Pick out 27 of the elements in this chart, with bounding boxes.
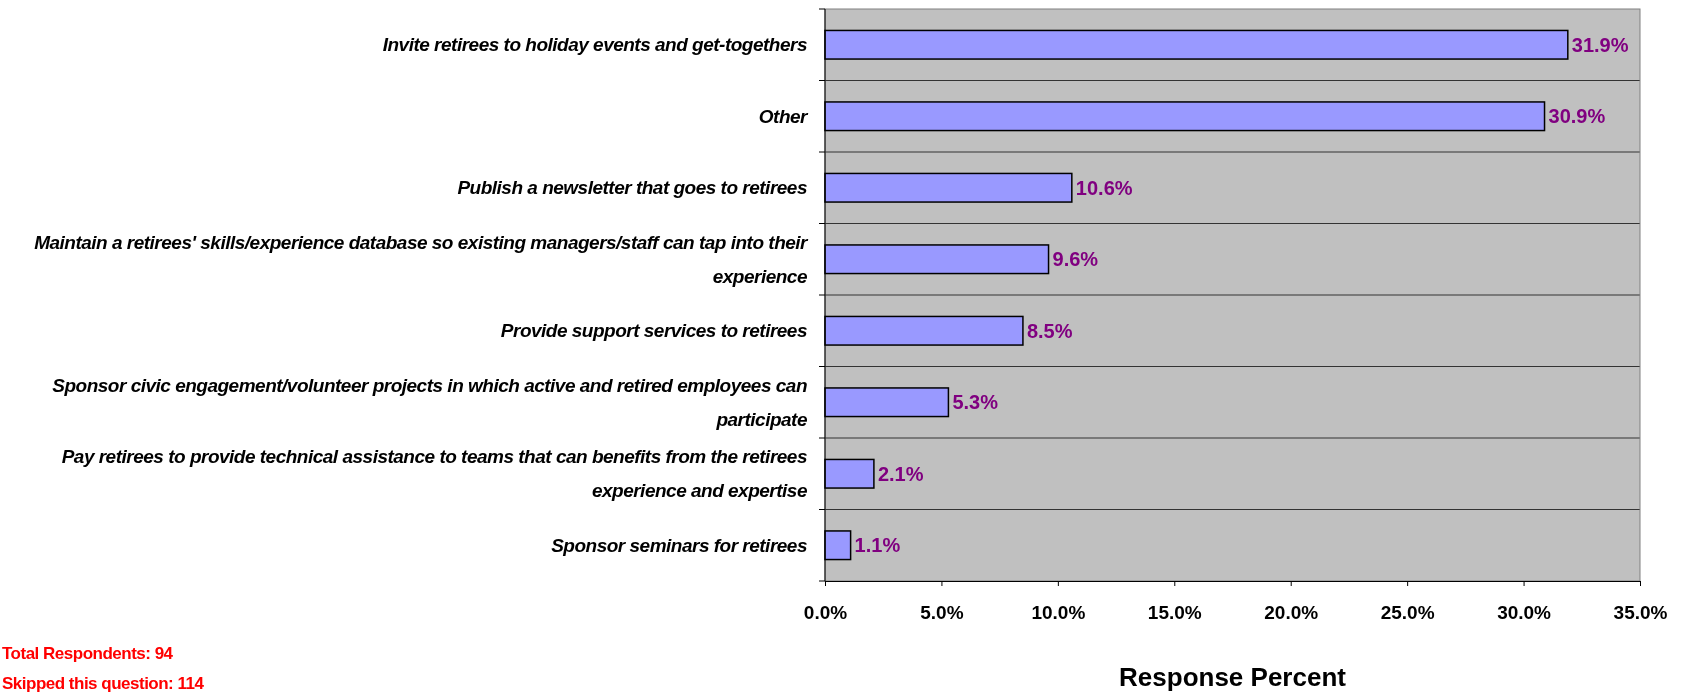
x-axis-title: Response Percent [1119, 662, 1347, 692]
y-tick-label: Publish a newsletter that goes to retirees [457, 177, 807, 199]
y-tick-label: Maintain a retirees' skills/experience database so existing managers/staff can tap into their experience [34, 231, 810, 287]
y-tick-label: Invite retirees to holiday events and get-togethers [382, 34, 807, 56]
y-tick-label: Sponsor seminars for retirees [551, 534, 807, 556]
y-tick-label: Pay retirees to provide technical assistance to teams that can benefits from the retirees experience and expertise [61, 446, 808, 502]
text: Total Respondents: 94 [2, 644, 174, 663]
x-tick-label: 15.0% [1147, 602, 1202, 624]
x-tick-label: 30.0% [1497, 602, 1552, 624]
data-label: 9.6% [1052, 248, 1099, 271]
y-tick-label: Sponsor civic engagement/volunteer projects in which active and retired employees can participate [52, 374, 808, 430]
data-label: 10.6% [1075, 176, 1133, 199]
data-label: 1.1% [854, 534, 901, 557]
x-tick-label: 20.0% [1264, 602, 1319, 624]
data-label: 2.1% [877, 462, 924, 485]
data-label: 31.9% [1571, 33, 1629, 56]
data-label: 30.9% [1548, 105, 1606, 128]
data-label: 5.3% [952, 391, 999, 414]
x-tick-label: 0.0% [803, 602, 848, 624]
x-tick-label: 25.0% [1380, 602, 1435, 624]
x-tick-label: 35.0% [1613, 602, 1668, 624]
x-tick-label: 10.0% [1031, 602, 1086, 624]
y-tick-label: Other [758, 105, 810, 127]
text: Skipped this question: 114 [2, 674, 205, 693]
y-tick-label: Provide support services to retirees [500, 320, 807, 342]
data-label: 8.5% [1026, 319, 1073, 342]
x-tick-label: 5.0% [920, 602, 964, 624]
